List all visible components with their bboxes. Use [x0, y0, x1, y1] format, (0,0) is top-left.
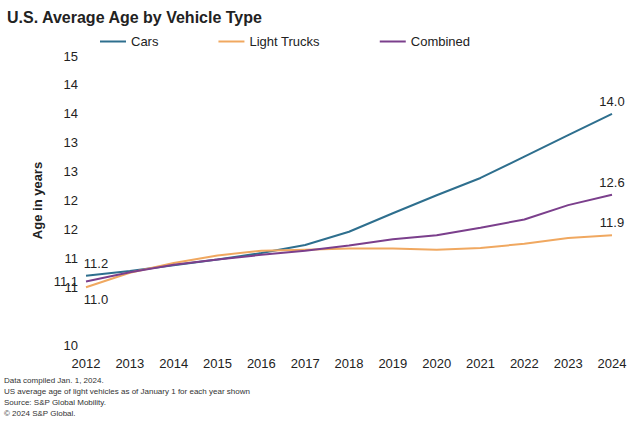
svg-text:11: 11	[65, 251, 79, 266]
svg-text:11.1: 11.1	[54, 274, 78, 289]
svg-text:2015: 2015	[203, 356, 232, 371]
svg-text:Age in years: Age in years	[30, 162, 45, 239]
svg-text:2013: 2013	[115, 356, 144, 371]
svg-text:2016: 2016	[247, 356, 276, 371]
svg-text:2024: 2024	[598, 356, 627, 371]
svg-text:12: 12	[64, 193, 78, 208]
svg-text:11.2: 11.2	[84, 256, 108, 271]
svg-text:12.6: 12.6	[599, 175, 624, 190]
svg-text:10: 10	[64, 338, 78, 353]
svg-text:2019: 2019	[378, 356, 407, 371]
svg-text:2017: 2017	[291, 356, 320, 371]
svg-text:15: 15	[64, 49, 78, 64]
svg-text:13: 13	[64, 164, 78, 179]
svg-text:Source: S&P Global Mobility.: Source: S&P Global Mobility.	[4, 398, 106, 407]
svg-text:2012: 2012	[72, 356, 101, 371]
svg-text:12: 12	[64, 222, 78, 237]
svg-text:US average age of light vehicl: US average age of light vehicles as of J…	[4, 387, 250, 396]
svg-text:14.0: 14.0	[599, 94, 624, 109]
svg-text:Cars: Cars	[131, 34, 159, 49]
svg-text:© 2024 S&P Global.: © 2024 S&P Global.	[4, 409, 76, 418]
svg-text:Light Trucks: Light Trucks	[249, 34, 320, 49]
svg-text:2020: 2020	[422, 356, 451, 371]
svg-text:11.9: 11.9	[600, 215, 624, 230]
svg-text:14: 14	[64, 77, 78, 92]
svg-text:2021: 2021	[466, 356, 495, 371]
svg-text:U.S. Average Age by Vehicle Ty: U.S. Average Age by Vehicle Type	[7, 9, 262, 26]
svg-text:2022: 2022	[510, 356, 539, 371]
svg-text:13: 13	[64, 135, 78, 150]
svg-text:Data compiled Jan. 1, 2024.: Data compiled Jan. 1, 2024.	[4, 376, 104, 385]
svg-text:11.0: 11.0	[84, 292, 108, 307]
svg-text:Combined: Combined	[411, 34, 470, 49]
svg-text:2018: 2018	[335, 356, 364, 371]
svg-text:2014: 2014	[159, 356, 188, 371]
svg-text:14: 14	[64, 106, 78, 121]
svg-text:2023: 2023	[554, 356, 583, 371]
